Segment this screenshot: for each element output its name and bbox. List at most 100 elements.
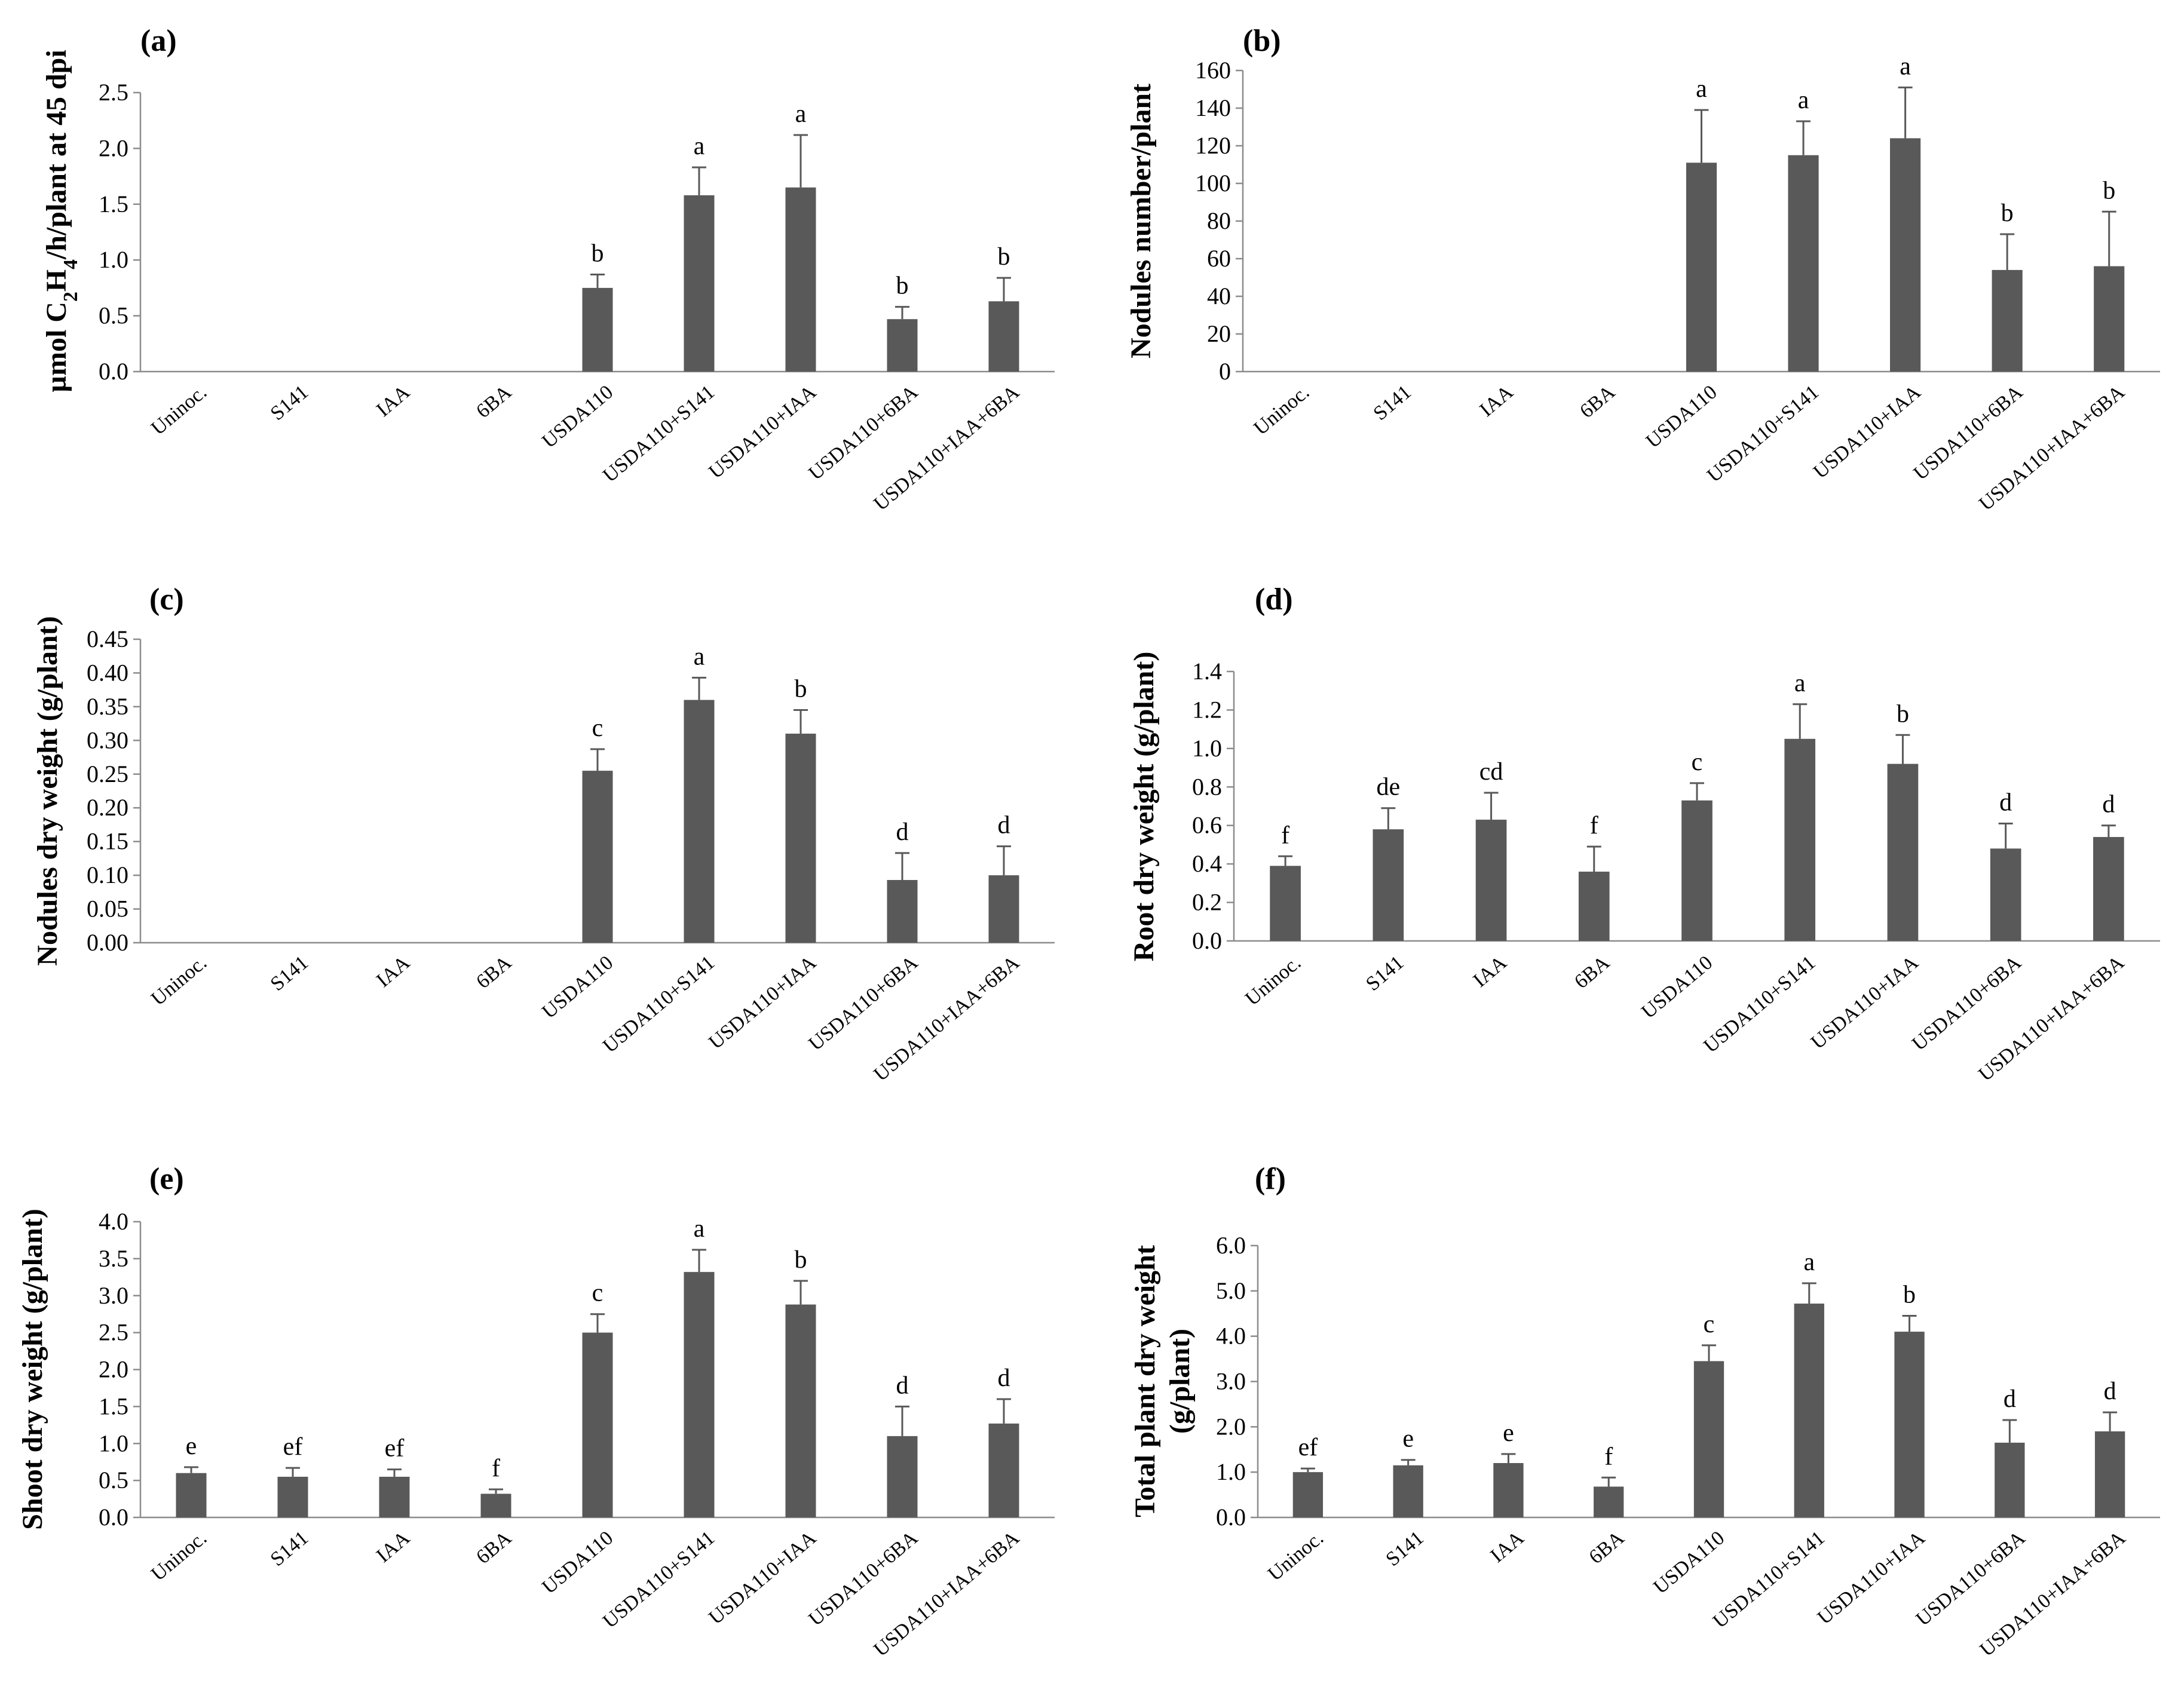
bar bbox=[1373, 829, 1404, 941]
bar bbox=[887, 1436, 918, 1517]
chart-panel: (f) Total plant dry weight (g/plant) 0.0 1.0… bbox=[1129, 1162, 2160, 1661]
bar bbox=[582, 287, 613, 372]
bar bbox=[582, 771, 613, 943]
x-tick-label: USDA110 bbox=[538, 952, 617, 1023]
x-tick-label: S141 bbox=[266, 1527, 313, 1571]
x-tick-label: 6BA bbox=[472, 1526, 516, 1568]
x-tick-label: 6BA bbox=[472, 381, 516, 422]
significance-letter: a bbox=[1696, 75, 1707, 103]
bar bbox=[582, 1332, 613, 1517]
y-tick-label: 0 bbox=[1219, 358, 1231, 385]
significance-letter: b bbox=[2001, 200, 2014, 227]
x-tick-label: IAA bbox=[372, 1527, 414, 1567]
y-axis-label: Nodules number/plant bbox=[1125, 84, 1157, 358]
bar bbox=[480, 1494, 511, 1517]
bar bbox=[379, 1476, 410, 1517]
significance-letter: c bbox=[1692, 749, 1703, 776]
bar bbox=[684, 195, 715, 372]
bar bbox=[1995, 1442, 2025, 1517]
bar bbox=[1594, 1486, 1624, 1517]
y-axis-label: µmol C2H4/h/plant at 45 dpi bbox=[41, 50, 82, 392]
significance-letter: e bbox=[1503, 1419, 1514, 1447]
y-tick-label: 0.05 bbox=[87, 896, 128, 922]
y-tick-label: 5.0 bbox=[1216, 1277, 1246, 1304]
y-tick-label: 0.15 bbox=[87, 828, 128, 855]
significance-letter: a bbox=[694, 643, 705, 670]
x-tick-label: USDA110+IAA bbox=[704, 1527, 820, 1629]
significance-letter: f bbox=[1281, 821, 1289, 849]
x-tick-label: IAA bbox=[1487, 1527, 1528, 1567]
y-tick-label: 0.5 bbox=[99, 302, 128, 329]
y-tick-label: 1.5 bbox=[99, 1393, 128, 1419]
x-tick-label: S141 bbox=[266, 381, 313, 425]
x-tick-label: S141 bbox=[1370, 381, 1416, 425]
y-tick-label: 1.0 bbox=[99, 1430, 128, 1456]
y-tick-label: 2.0 bbox=[99, 1356, 128, 1383]
x-tick-label: USDA110 bbox=[1637, 952, 1717, 1023]
panel-label: (e) bbox=[149, 1162, 184, 1196]
y-tick-label: 1.0 bbox=[99, 246, 128, 273]
significance-letter: f bbox=[1590, 812, 1598, 839]
significance-letter: c bbox=[592, 715, 604, 742]
bar bbox=[785, 187, 816, 372]
bar bbox=[2094, 1431, 2125, 1517]
significance-letter: d bbox=[2004, 1385, 2016, 1413]
chart-panel: (b) Nodules number/plant 0 20 40 60 80 100 120 14… bbox=[1125, 24, 2160, 515]
x-tick-label: 6BA bbox=[1570, 951, 1614, 993]
y-tick-label: 60 bbox=[1207, 245, 1231, 272]
x-tick-label: 6BA bbox=[1576, 381, 1619, 422]
significance-letter: de bbox=[1377, 774, 1401, 801]
y-axis-label: Total plant dry weight (g/plant) bbox=[1129, 1245, 1196, 1517]
y-axis-label: Shoot dry weight (g/plant) bbox=[17, 1209, 48, 1529]
bar bbox=[1894, 1332, 1925, 1517]
y-tick-label: 120 bbox=[1195, 132, 1231, 159]
y-tick-label: 0.20 bbox=[87, 794, 128, 821]
significance-letter: f bbox=[492, 1455, 500, 1482]
significance-letter: a bbox=[1794, 670, 1806, 697]
y-tick-label: 0.6 bbox=[1192, 812, 1222, 839]
y-tick-label: 140 bbox=[1195, 94, 1231, 121]
y-tick-label: 0.4 bbox=[1192, 850, 1222, 877]
y-tick-label: 0.00 bbox=[87, 929, 128, 956]
bar bbox=[1788, 155, 1819, 372]
y-tick-label: 0.2 bbox=[1192, 889, 1222, 916]
significance-letter: ef bbox=[283, 1433, 303, 1461]
significance-letter: b bbox=[795, 676, 807, 703]
x-tick-label: USDA110+IAA bbox=[1809, 381, 1925, 483]
significance-letter: d bbox=[2102, 791, 2115, 818]
x-tick-label: 6BA bbox=[1585, 1526, 1628, 1568]
y-axis-label: Nodules dry weight (g/plant) bbox=[32, 616, 63, 965]
bar bbox=[1475, 820, 1507, 941]
y-tick-label: 0.0 bbox=[1192, 927, 1222, 954]
x-tick-label: Uninoc. bbox=[147, 381, 211, 440]
bar bbox=[988, 875, 1019, 943]
x-tick-label: USDA110+S141 bbox=[1699, 952, 1819, 1057]
x-tick-label: IAA bbox=[1475, 381, 1517, 421]
significance-letter: d bbox=[896, 1372, 909, 1399]
bar bbox=[988, 301, 1019, 372]
x-tick-label: USDA110 bbox=[538, 381, 617, 453]
significance-letter: b bbox=[795, 1246, 807, 1274]
significance-letter: c bbox=[592, 1280, 604, 1307]
y-axis-label: Root dry weight (g/plant) bbox=[1128, 652, 1160, 962]
chart-panel: (a) µmol C2H4/h/plant at 45 dpi 0.0 0.5 1.0 1… bbox=[41, 24, 1055, 515]
bar bbox=[1890, 138, 1921, 372]
x-tick-label: Uninoc. bbox=[1264, 1527, 1328, 1586]
y-tick-label: 1.4 bbox=[1192, 658, 1222, 685]
y-tick-label: 0.0 bbox=[99, 1504, 128, 1531]
y-tick-label: 0.45 bbox=[87, 625, 128, 652]
bar bbox=[2093, 837, 2124, 941]
significance-letter: a bbox=[694, 133, 705, 160]
x-tick-label: USDA110+S141 bbox=[599, 952, 719, 1057]
y-tick-label: 100 bbox=[1195, 170, 1231, 197]
x-tick-label: IAA bbox=[372, 952, 414, 992]
bar bbox=[1578, 872, 1610, 941]
y-tick-label: 4.0 bbox=[99, 1208, 128, 1235]
significance-letter: f bbox=[1604, 1443, 1613, 1470]
y-tick-label: 160 bbox=[1195, 57, 1231, 84]
y-tick-label: 2.5 bbox=[99, 1319, 128, 1346]
significance-letter: ef bbox=[1298, 1434, 1318, 1461]
panel-label: (d) bbox=[1255, 582, 1293, 617]
y-tick-label: 1.0 bbox=[1192, 735, 1222, 762]
bar bbox=[988, 1423, 1019, 1517]
